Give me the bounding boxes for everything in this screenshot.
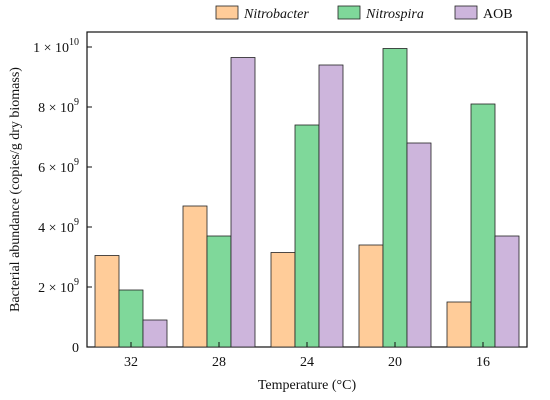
legend-label-nitrobacter: Nitrobacter bbox=[243, 7, 309, 22]
x-tick-label: 24 bbox=[300, 355, 314, 370]
bar-nitrospira-24 bbox=[294, 124, 320, 348]
y-axis-label: Bacterial abundance (copies/g dry biomas… bbox=[8, 67, 23, 312]
bar-nitrospira-20 bbox=[382, 48, 408, 348]
bar-nitrobacter-28 bbox=[182, 205, 208, 348]
bar-nitrobacter-24 bbox=[270, 252, 296, 348]
bar-nitrobacter-32 bbox=[94, 255, 120, 348]
bar-nitrospira-16 bbox=[470, 103, 496, 348]
legend-label-aob: AOB bbox=[483, 7, 513, 22]
y-tick-label: 2 × 109 bbox=[38, 277, 79, 296]
x-tick-label: 32 bbox=[124, 355, 138, 370]
y-tick-label: 4 × 109 bbox=[38, 217, 79, 236]
bar-nitrobacter-16 bbox=[446, 301, 472, 348]
bar-aob-32 bbox=[142, 319, 168, 348]
y-axis: 0 2 × 109 4 × 109 6 × 109 8 × 109 1 × 1010 bbox=[33, 37, 92, 356]
bar-aob-20 bbox=[406, 142, 432, 348]
bar-aob-28 bbox=[230, 57, 256, 348]
legend-label-nitrospira: Nitrospira bbox=[365, 7, 424, 22]
legend: Nitrobacter Nitrospira AOB bbox=[215, 5, 513, 22]
bar-aob-16 bbox=[494, 235, 520, 348]
bar-aob-24 bbox=[318, 64, 344, 348]
legend-swatch-nitrobacter bbox=[215, 5, 239, 20]
x-axis-label: Temperature (°C) bbox=[258, 378, 357, 393]
y-tick-label: 1 × 1010 bbox=[33, 37, 79, 56]
x-tick-label: 28 bbox=[212, 355, 226, 370]
y-tick-label: 6 × 109 bbox=[38, 157, 79, 176]
y-tick-label: 0 bbox=[72, 341, 79, 356]
legend-swatch-nitrospira bbox=[337, 5, 361, 20]
legend-swatch-aob bbox=[454, 5, 478, 20]
bars bbox=[94, 48, 520, 348]
bar-nitrospira-28 bbox=[206, 235, 232, 348]
x-tick-label: 16 bbox=[476, 355, 490, 370]
x-axis: 32 28 24 20 16 bbox=[124, 342, 490, 370]
bar-nitrobacter-20 bbox=[358, 244, 384, 348]
y-tick-label: 8 × 109 bbox=[38, 97, 79, 116]
x-tick-label: 20 bbox=[388, 355, 402, 370]
bar-nitrospira-32 bbox=[118, 289, 144, 348]
